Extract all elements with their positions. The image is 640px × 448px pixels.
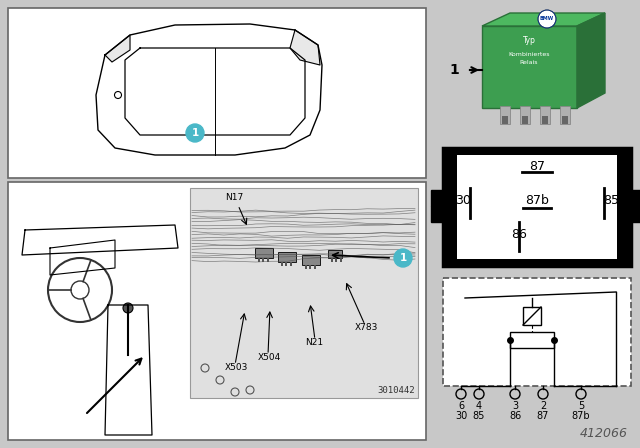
Text: X503: X503 [225,363,248,372]
Text: 85: 85 [603,194,619,207]
Bar [510,332,554,348]
Text: Typ: Typ [523,36,536,45]
Text: N21: N21 [305,338,323,347]
Text: BMW: BMW [540,17,554,22]
Bar [335,258,337,262]
Bar [629,206,640,222]
Text: Kombiniertes: Kombiniertes [508,52,550,57]
Text: 87: 87 [529,159,545,172]
Bar [290,262,292,266]
Text: 86: 86 [509,411,521,421]
Bar [18,188,182,435]
Bar [431,206,445,222]
Bar [523,307,541,325]
Bar [562,116,568,124]
Bar [443,148,631,266]
Text: 5: 5 [578,401,584,411]
Text: 87b: 87b [525,194,549,207]
Text: 1: 1 [399,253,406,263]
Bar [560,106,570,124]
Text: 2: 2 [540,401,546,411]
Bar [305,265,307,269]
Bar [540,106,550,124]
Bar [302,255,320,265]
Text: X783: X783 [355,323,378,332]
Text: 3010442: 3010442 [378,386,415,395]
Bar [267,258,269,262]
Text: 87b: 87b [572,411,590,421]
Bar [520,106,530,124]
Bar [8,8,426,178]
Bar [500,106,510,124]
Bar [502,116,508,124]
Bar [328,250,342,258]
Circle shape [538,10,556,28]
Polygon shape [577,13,605,108]
Bar [190,188,418,398]
Text: 30: 30 [455,411,467,421]
Text: 85: 85 [473,411,485,421]
Bar [629,190,640,206]
Text: 30: 30 [455,194,471,207]
Bar [309,265,311,269]
Bar [522,116,528,124]
Text: 1: 1 [449,63,459,77]
Circle shape [123,303,133,313]
Bar [278,252,296,262]
Text: 3: 3 [512,401,518,411]
Bar [8,182,426,440]
Text: 1: 1 [191,128,198,138]
Text: 87: 87 [537,411,549,421]
Circle shape [186,124,204,142]
Text: N17: N17 [225,193,243,202]
Polygon shape [290,30,320,65]
Bar [340,258,342,262]
Text: 412066: 412066 [580,427,628,440]
Bar [258,258,260,262]
Bar [443,278,631,386]
Bar [457,155,617,259]
Text: 4: 4 [476,401,482,411]
Bar [285,262,287,266]
Bar [281,262,283,266]
Bar [482,26,577,108]
Bar [542,116,548,124]
Bar [331,258,333,262]
Bar [314,265,316,269]
Bar [255,248,273,258]
Circle shape [394,249,412,267]
Text: X504: X504 [258,353,281,362]
Text: Relais: Relais [520,60,538,65]
Polygon shape [105,35,130,62]
Bar [431,190,445,206]
Polygon shape [482,13,605,26]
Bar [262,258,264,262]
Text: 86: 86 [511,228,527,241]
Text: 6: 6 [458,401,464,411]
